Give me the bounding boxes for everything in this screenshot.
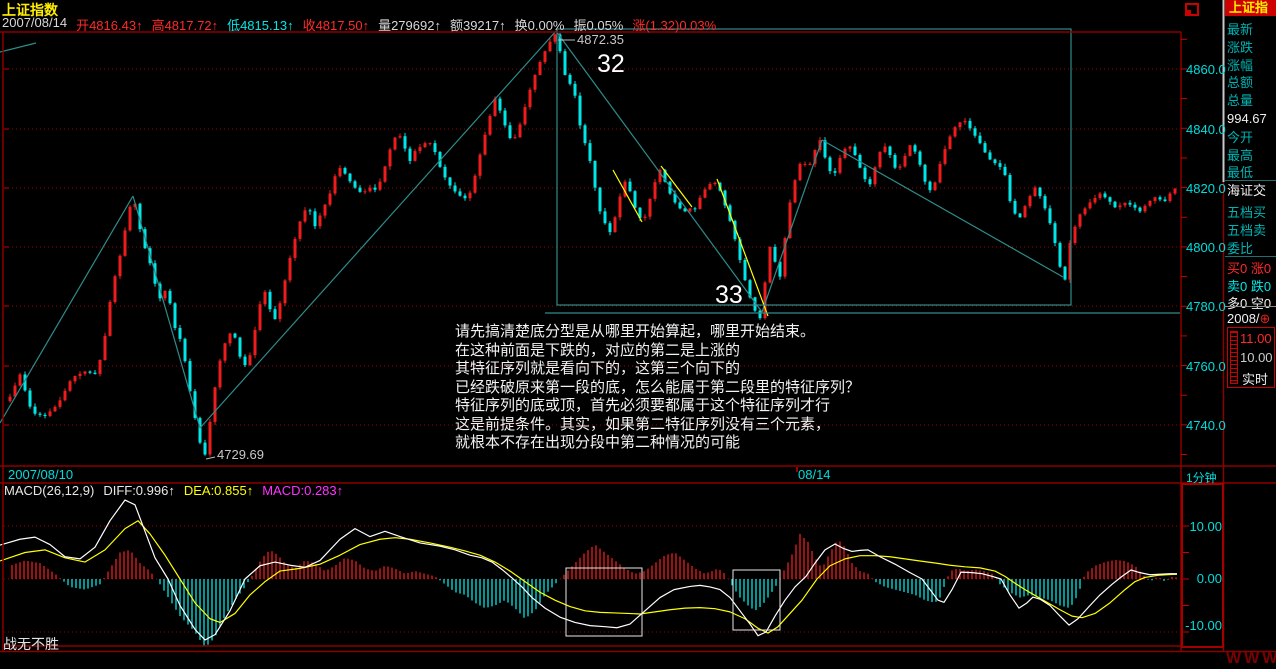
sidebar-item-date[interactable]: 2008/⊕ bbox=[1227, 311, 1271, 326]
date-axis-start: 2007/08/10 bbox=[8, 467, 74, 482]
sidebar-item[interactable]: 多0 空0 bbox=[1227, 296, 1272, 311]
window-icon[interactable] bbox=[1185, 3, 1199, 16]
note-line: 已经跌破原来第一段的底，怎么能属于第二段里的特征序列？ bbox=[455, 378, 861, 396]
field-segment: 收4817.50↑ bbox=[302, 18, 370, 33]
period-selector[interactable]: 1分钟 bbox=[1186, 471, 1217, 485]
field-segment: 换0.00% bbox=[514, 18, 565, 33]
sidebar-item[interactable]: 最低 bbox=[1227, 165, 1254, 180]
macd-axis-label: -10.00 bbox=[1185, 618, 1222, 633]
price-axis-label: 4840.0 bbox=[1186, 122, 1226, 137]
sidebar-item[interactable]: 最新 bbox=[1227, 22, 1254, 37]
field-segment: MACD(26,12,9) bbox=[4, 483, 95, 498]
sidebar-item[interactable]: 总量 bbox=[1227, 93, 1254, 108]
field-segment: 低4815.13↑ bbox=[227, 18, 294, 33]
date-axis-session: 08/14 bbox=[798, 467, 831, 482]
sidebar-item[interactable]: 994.67 bbox=[1227, 111, 1267, 126]
wave-top-label: 32 bbox=[597, 50, 625, 78]
sidebar-item[interactable]: 海证交 bbox=[1227, 183, 1267, 198]
price-axis-label: 4800.0 bbox=[1186, 240, 1226, 255]
realtime-label: 实时 bbox=[1242, 372, 1269, 387]
sidebar-item[interactable]: 涨跌 bbox=[1227, 40, 1254, 55]
panel-value-2: 10.00 bbox=[1240, 350, 1273, 365]
watermark-text: WWW bbox=[1226, 650, 1276, 667]
field-segment: 开4816.43↑ bbox=[76, 18, 143, 33]
price-axis-label: 4740.0 bbox=[1186, 418, 1226, 433]
note-line: 在这种前面是下跌的，对应的第二是上涨的 bbox=[455, 341, 741, 359]
status-bar-text: 战无不胜 bbox=[3, 636, 59, 652]
realtime-panel[interactable]: 11.00 10.00 实时 bbox=[1227, 327, 1275, 388]
sidebar-item[interactable]: 五档卖 bbox=[1227, 223, 1267, 238]
field-segment: 量279692↑ bbox=[378, 18, 441, 33]
sidebar-item[interactable]: 涨幅 bbox=[1227, 58, 1254, 73]
field-segment: 涨(1.32)0.03% bbox=[632, 18, 717, 33]
quote-sidebar: 上证指 最新涨跌涨幅总额总量 994.67 今开最高最低海证交五档买五档卖委比买0 … bbox=[1224, 0, 1276, 652]
low-price-label: 4729.69 bbox=[217, 447, 264, 462]
globe-icon: ⊕ bbox=[1259, 311, 1271, 326]
sidebar-item[interactable]: 卖0 跌0 bbox=[1227, 279, 1272, 294]
macd-axis-label: 10.00 bbox=[1189, 519, 1222, 534]
field-segment: DIFF:0.996↑ bbox=[103, 483, 175, 498]
sidebar-item[interactable]: 最高 bbox=[1227, 148, 1254, 163]
field-segment: MACD:0.283↑ bbox=[262, 483, 344, 498]
macd-indicator-header: MACD(26,12,9) DIFF:0.996↑ DEA:0.855↑ MACD:0… bbox=[4, 483, 343, 498]
instrument-title: 上证指数 bbox=[2, 2, 58, 18]
wave-bottom-label: 33 bbox=[715, 281, 743, 309]
quote-header-fields: 2007/08/14 开4816.43↑ 高4817.72↑ 低4815.13↑ 收48… bbox=[2, 15, 716, 34]
note-line: 特征序列的底或顶，首先必须要都属于这个特征序列才行 bbox=[455, 397, 831, 414]
note-line: 就根本不存在出现分段中第二种情况的可能 bbox=[455, 434, 741, 451]
sidebar-item[interactable]: 委比 bbox=[1227, 241, 1254, 256]
sidebar-divider bbox=[1225, 180, 1276, 181]
sidebar-item[interactable]: 买0 涨0 bbox=[1227, 261, 1272, 276]
field-segment: 高4817.72↑ bbox=[151, 18, 219, 33]
panel-value-1: 11.00 bbox=[1240, 331, 1272, 346]
note-line: 其特征序列就是看向下的，这第三个向下的 bbox=[455, 360, 741, 377]
sidebar-item[interactable]: 五档买 bbox=[1227, 205, 1267, 220]
price-axis-label: 4780.0 bbox=[1186, 299, 1226, 314]
field-segment: DEA:0.855↑ bbox=[183, 483, 254, 498]
sidebar-divider bbox=[1225, 306, 1276, 307]
price-axis-label: 4760.0 bbox=[1186, 359, 1226, 374]
field-segment: 振0.05% bbox=[573, 18, 624, 33]
price-axis-label: 4820.0 bbox=[1186, 181, 1226, 196]
field-segment: 额39217↑ bbox=[449, 18, 506, 33]
note-line: 请先搞清楚底分型是从哪里开始算起，哪里开始结束。 bbox=[455, 323, 816, 340]
peak-price-label: 4872.35 bbox=[577, 32, 624, 47]
macd-axis-label: 0.00 bbox=[1196, 571, 1222, 586]
sidebar-title[interactable]: 上证指 bbox=[1225, 0, 1276, 16]
price-axis-label: 4860.0 bbox=[1186, 62, 1226, 77]
ruler-icon bbox=[1230, 331, 1238, 384]
sidebar-item[interactable]: 今开 bbox=[1227, 130, 1254, 145]
field-segment: 2007/08/14 bbox=[2, 15, 68, 30]
sidebar-divider bbox=[1225, 256, 1276, 257]
note-line: 这是前提条件。其实，如果第二特征序列没有三个元素， bbox=[455, 415, 831, 433]
sidebar-item[interactable]: 总额 bbox=[1227, 75, 1254, 90]
